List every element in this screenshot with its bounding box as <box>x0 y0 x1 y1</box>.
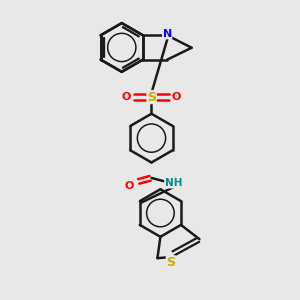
Text: N: N <box>163 29 172 39</box>
Text: O: O <box>172 92 181 102</box>
Text: S: S <box>166 256 175 269</box>
Text: O: O <box>125 181 134 191</box>
Text: NH: NH <box>165 178 182 188</box>
Text: S: S <box>147 91 156 103</box>
Text: O: O <box>122 92 131 102</box>
